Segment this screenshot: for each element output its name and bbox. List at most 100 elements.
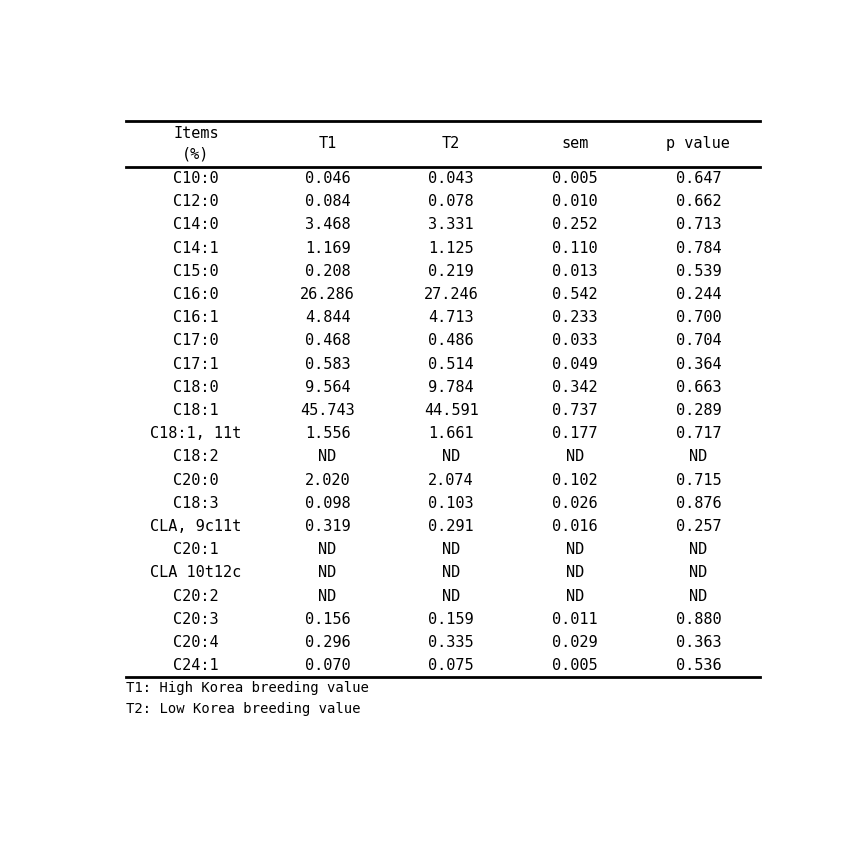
Text: ND: ND (566, 449, 584, 464)
Text: C18:3: C18:3 (173, 496, 219, 511)
Text: 0.257: 0.257 (676, 519, 721, 534)
Text: 0.252: 0.252 (552, 217, 597, 232)
Text: 0.784: 0.784 (676, 241, 721, 255)
Text: 0.103: 0.103 (429, 496, 474, 511)
Text: CLA, 9c11t: CLA, 9c11t (151, 519, 242, 534)
Text: 0.156: 0.156 (305, 612, 350, 627)
Text: C10:0: C10:0 (173, 171, 219, 186)
Text: 2.020: 2.020 (305, 473, 350, 488)
Text: ND: ND (319, 542, 337, 558)
Text: 0.013: 0.013 (552, 264, 597, 279)
Text: C16:0: C16:0 (173, 288, 219, 302)
Text: C16:1: C16:1 (173, 310, 219, 326)
Text: C17:1: C17:1 (173, 357, 219, 372)
Text: 0.291: 0.291 (429, 519, 474, 534)
Text: 4.713: 4.713 (429, 310, 474, 326)
Text: 0.539: 0.539 (676, 264, 721, 279)
Text: ND: ND (689, 565, 707, 580)
Text: ND: ND (566, 589, 584, 604)
Text: ND: ND (319, 449, 337, 464)
Text: ND: ND (442, 565, 460, 580)
Text: C14:0: C14:0 (173, 217, 219, 232)
Text: ND: ND (442, 449, 460, 464)
Text: 1.125: 1.125 (429, 241, 474, 255)
Text: 0.319: 0.319 (305, 519, 350, 534)
Text: 0.880: 0.880 (676, 612, 721, 627)
Text: 0.583: 0.583 (305, 357, 350, 372)
Text: 1.661: 1.661 (429, 426, 474, 442)
Text: 0.704: 0.704 (676, 333, 721, 348)
Text: 0.700: 0.700 (676, 310, 721, 326)
Text: 0.244: 0.244 (676, 288, 721, 302)
Text: 0.084: 0.084 (305, 194, 350, 210)
Text: 9.564: 9.564 (305, 380, 350, 395)
Text: C15:0: C15:0 (173, 264, 219, 279)
Text: (%): (%) (182, 146, 210, 162)
Text: ND: ND (442, 542, 460, 558)
Text: C18:0: C18:0 (173, 380, 219, 395)
Text: 1.169: 1.169 (305, 241, 350, 255)
Text: 2.074: 2.074 (429, 473, 474, 488)
Text: 0.110: 0.110 (552, 241, 597, 255)
Text: 0.049: 0.049 (552, 357, 597, 372)
Text: 0.208: 0.208 (305, 264, 350, 279)
Text: 0.043: 0.043 (429, 171, 474, 186)
Text: p value: p value (666, 136, 730, 152)
Text: 0.011: 0.011 (552, 612, 597, 627)
Text: ND: ND (689, 449, 707, 464)
Text: ND: ND (566, 542, 584, 558)
Text: 1.556: 1.556 (305, 426, 350, 442)
Text: C18:1: C18:1 (173, 403, 219, 418)
Text: 0.536: 0.536 (676, 658, 721, 673)
Text: 9.784: 9.784 (429, 380, 474, 395)
Text: C18:1, 11t: C18:1, 11t (151, 426, 242, 442)
Text: C14:1: C14:1 (173, 241, 219, 255)
Text: ND: ND (319, 589, 337, 604)
Text: 0.005: 0.005 (552, 171, 597, 186)
Text: sem: sem (561, 136, 589, 152)
Text: Items: Items (173, 126, 219, 141)
Text: ND: ND (689, 589, 707, 604)
Text: 0.078: 0.078 (429, 194, 474, 210)
Text: C18:2: C18:2 (173, 449, 219, 464)
Text: 0.102: 0.102 (552, 473, 597, 488)
Text: 0.046: 0.046 (305, 171, 350, 186)
Text: 0.005: 0.005 (552, 658, 597, 673)
Text: T1: T1 (319, 136, 337, 152)
Text: 0.717: 0.717 (676, 426, 721, 442)
Text: 27.246: 27.246 (423, 288, 479, 302)
Text: C20:2: C20:2 (173, 589, 219, 604)
Text: 0.070: 0.070 (305, 658, 350, 673)
Text: 0.542: 0.542 (552, 288, 597, 302)
Text: 4.844: 4.844 (305, 310, 350, 326)
Text: 0.876: 0.876 (676, 496, 721, 511)
Text: 0.219: 0.219 (429, 264, 474, 279)
Text: 0.289: 0.289 (676, 403, 721, 418)
Text: 0.016: 0.016 (552, 519, 597, 534)
Text: 0.029: 0.029 (552, 635, 597, 650)
Text: 0.335: 0.335 (429, 635, 474, 650)
Text: 0.075: 0.075 (429, 658, 474, 673)
Text: ND: ND (566, 565, 584, 580)
Text: C17:0: C17:0 (173, 333, 219, 348)
Text: C20:0: C20:0 (173, 473, 219, 488)
Text: 0.177: 0.177 (552, 426, 597, 442)
Text: T2: T2 (442, 136, 460, 152)
Text: 0.159: 0.159 (429, 612, 474, 627)
Text: 0.737: 0.737 (552, 403, 597, 418)
Text: 0.647: 0.647 (676, 171, 721, 186)
Text: 0.342: 0.342 (552, 380, 597, 395)
Text: 0.486: 0.486 (429, 333, 474, 348)
Text: T1: High Korea breeding value: T1: High Korea breeding value (126, 681, 369, 695)
Text: C24:1: C24:1 (173, 658, 219, 673)
Text: C20:1: C20:1 (173, 542, 219, 558)
Text: 0.098: 0.098 (305, 496, 350, 511)
Text: 26.286: 26.286 (300, 288, 355, 302)
Text: C12:0: C12:0 (173, 194, 219, 210)
Text: ND: ND (689, 542, 707, 558)
Text: C20:4: C20:4 (173, 635, 219, 650)
Text: 44.591: 44.591 (423, 403, 479, 418)
Text: 0.713: 0.713 (676, 217, 721, 232)
Text: 0.468: 0.468 (305, 333, 350, 348)
Text: 45.743: 45.743 (300, 403, 355, 418)
